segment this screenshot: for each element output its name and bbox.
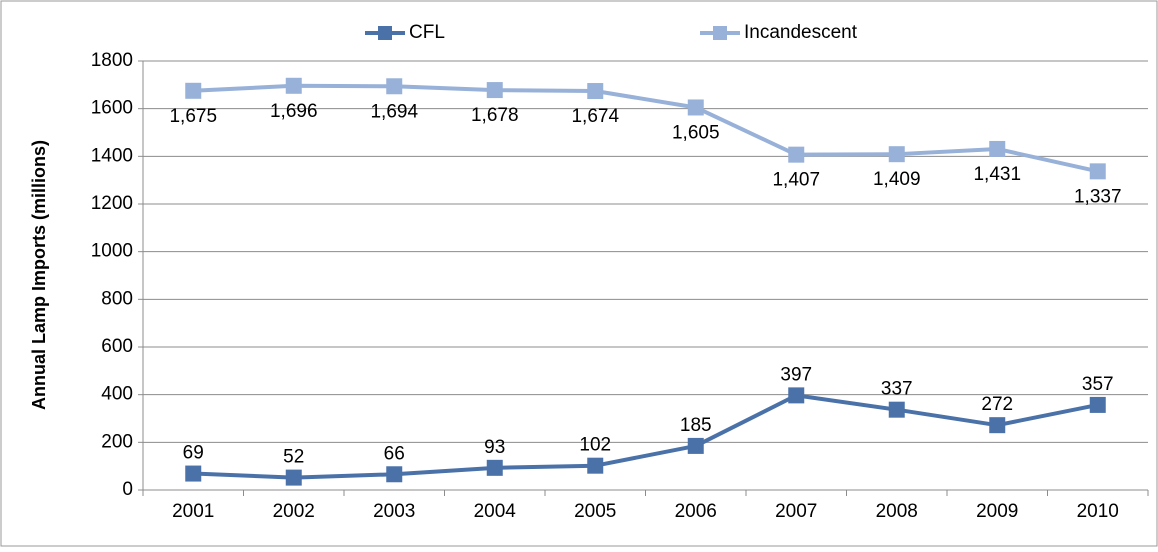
legend-label: CFL (409, 22, 445, 43)
y-tick-label: 1200 (91, 193, 133, 214)
x-tick-label: 2002 (273, 501, 315, 522)
legend-marker (378, 26, 392, 40)
y-axis-title: Annual Lamp Imports (millions) (29, 140, 49, 410)
y-tick-label: 800 (101, 288, 133, 309)
marker (788, 387, 805, 404)
y-tick-label: 1600 (91, 98, 133, 119)
data-label: 357 (1082, 374, 1114, 395)
data-label: 1,694 (370, 101, 418, 122)
data-label: 93 (484, 437, 505, 458)
marker (486, 82, 503, 99)
marker (185, 465, 202, 482)
y-tick-label: 200 (101, 431, 133, 452)
data-label: 1,337 (1074, 186, 1122, 207)
x-tick-label: 2010 (1077, 501, 1119, 522)
marker (788, 146, 805, 163)
marker (285, 469, 302, 486)
data-label: 1,407 (772, 170, 820, 191)
data-label: 272 (981, 394, 1013, 415)
marker (1089, 396, 1106, 413)
y-tick-label: 400 (101, 384, 133, 405)
data-label: 1,409 (873, 169, 921, 190)
y-tick-label: 1400 (91, 145, 133, 166)
y-tick-label: 1000 (91, 241, 133, 262)
data-label: 1,675 (169, 106, 217, 127)
data-label: 102 (579, 435, 611, 456)
data-label: 397 (780, 364, 812, 385)
marker (185, 82, 202, 99)
y-tick-label: 1800 (91, 50, 133, 71)
data-label: 1,678 (471, 105, 519, 126)
data-label: 1,674 (571, 106, 619, 127)
legend-label: Incandescent (744, 22, 858, 43)
series-line (193, 83, 1099, 174)
marker (888, 401, 905, 418)
data-label: 69 (183, 443, 204, 464)
marker (386, 466, 403, 483)
series-line (193, 393, 1099, 480)
marker (486, 459, 503, 476)
y-tick-label: 600 (101, 336, 133, 357)
data-label: 1,696 (270, 101, 318, 122)
x-tick-label: 2009 (976, 501, 1018, 522)
marker (285, 77, 302, 94)
data-label: 1,431 (973, 164, 1021, 185)
data-label: 185 (680, 415, 712, 436)
marker (1089, 163, 1106, 180)
data-label: 1,605 (672, 122, 720, 143)
x-tick-label: 2007 (775, 501, 817, 522)
x-tick-label: 2005 (574, 501, 616, 522)
marker (386, 78, 403, 95)
x-tick-label: 2006 (675, 501, 717, 522)
data-label: 66 (384, 443, 405, 464)
y-tick-label: 0 (122, 479, 133, 500)
x-tick-label: 2001 (172, 501, 214, 522)
marker (687, 99, 704, 116)
x-tick-label: 2004 (474, 501, 517, 522)
data-label: 337 (881, 379, 913, 400)
marker (989, 417, 1006, 434)
marker (989, 140, 1006, 157)
marker (687, 437, 704, 454)
x-tick-label: 2003 (373, 501, 415, 522)
legend-marker (713, 26, 727, 40)
marker (587, 457, 604, 474)
marker (888, 146, 905, 163)
x-tick-label: 2008 (876, 501, 918, 522)
data-label: 52 (283, 447, 304, 468)
marker (587, 83, 604, 100)
